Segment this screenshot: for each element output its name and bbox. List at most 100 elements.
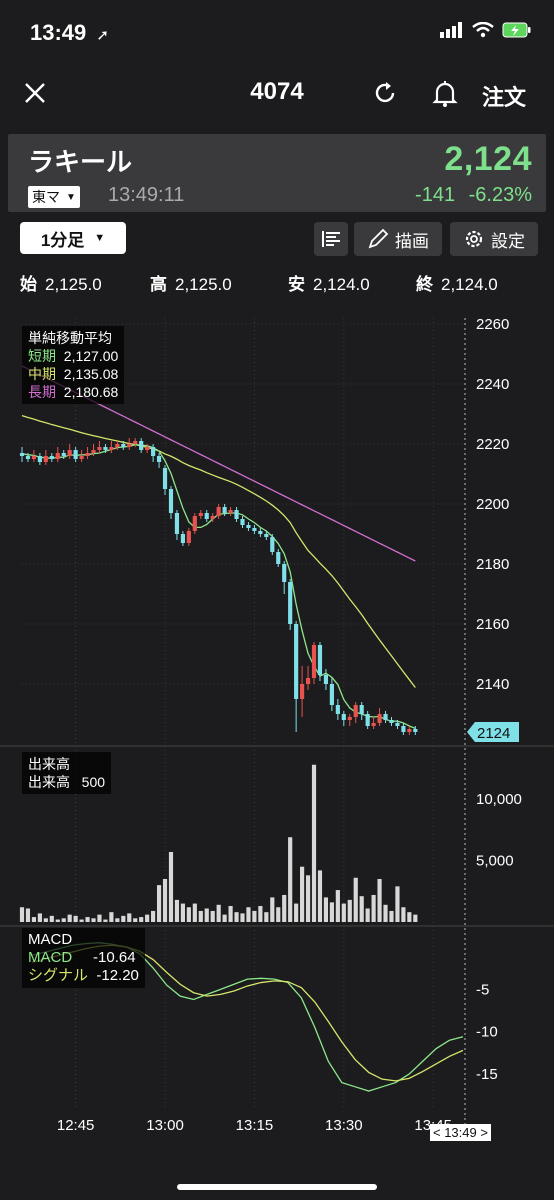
volume-bar <box>127 913 132 922</box>
timeframe-select[interactable]: 1分足 ▼ <box>20 222 126 254</box>
volume-bar <box>240 913 245 922</box>
x-tick-label: 12:45 <box>57 1117 95 1134</box>
candle-body <box>198 513 203 516</box>
volume-bar <box>210 910 215 922</box>
candle-body <box>329 684 334 705</box>
bell-icon[interactable] <box>432 80 458 108</box>
home-indicator[interactable] <box>177 1184 377 1190</box>
volume-bar <box>305 875 311 922</box>
volume-bar <box>186 907 191 922</box>
volume-bar <box>25 908 31 922</box>
volume-bar <box>151 910 156 922</box>
current-price: 2,124 <box>444 140 532 178</box>
volume-bar <box>133 918 138 922</box>
timeframe-label: 1分足 <box>40 230 85 250</box>
sma-long-row: 長期 2,180.68 <box>28 383 118 401</box>
candle-body <box>246 525 251 528</box>
candle-body <box>19 453 25 456</box>
volume-bar <box>395 886 400 922</box>
volume-bar <box>311 764 317 922</box>
candle-body <box>210 516 215 519</box>
volume-bar <box>55 919 60 922</box>
volume-bar <box>49 915 54 922</box>
candle-body <box>97 447 102 450</box>
volume-bar <box>353 877 358 922</box>
signal-value: -12.20 <box>96 967 139 984</box>
volume-label: 出来高 <box>28 774 70 790</box>
macd-y-tick: -10 <box>476 1024 498 1041</box>
volume-bar <box>103 919 108 922</box>
volume-bar <box>180 903 185 922</box>
candle-body <box>192 516 197 531</box>
current-price-tag <box>467 722 519 742</box>
macd-value: -10.64 <box>93 949 136 966</box>
sma-mid-value: 2,135.08 <box>63 366 119 382</box>
volume-bar <box>61 918 66 922</box>
stock-name: ラキール <box>28 147 133 177</box>
change-percent: -6.23% <box>468 184 532 206</box>
low-value: 2,124.0 <box>313 275 370 294</box>
x-tick-label: 13:15 <box>236 1117 274 1134</box>
candle-body <box>305 678 311 684</box>
low-label: 安 <box>288 275 305 294</box>
close-icon[interactable] <box>22 80 48 106</box>
battery-charging-icon <box>502 22 531 38</box>
volume-bar <box>389 910 394 922</box>
candle-body <box>61 453 66 456</box>
candle-body <box>395 723 400 726</box>
volume-bar <box>162 879 168 922</box>
candle-body <box>109 447 114 450</box>
volume-bar <box>198 910 203 922</box>
volume-bar <box>359 896 364 922</box>
volume-bar <box>252 910 257 922</box>
settings-button[interactable]: 設定 <box>450 222 538 256</box>
candle-body <box>347 717 352 720</box>
sma-mid-row: 中期 2,135.08 <box>28 365 118 383</box>
price-chart[interactable]: 12:4513:0013:1513:3013:45226022402220220… <box>0 318 554 1158</box>
close-label: 終 <box>416 275 433 294</box>
quote-time: 13:49:11 <box>108 184 185 206</box>
settings-label: 設定 <box>491 231 525 251</box>
volume-row: 出来高 500 <box>28 773 105 791</box>
volume-bar <box>115 918 120 922</box>
price-y-tick: 2140 <box>476 676 509 693</box>
candle-body <box>234 510 239 519</box>
market-select[interactable]: 東マ ▼ <box>28 186 80 208</box>
candle-body <box>323 675 329 684</box>
candle-body <box>288 582 293 624</box>
status-icons <box>440 22 532 38</box>
macd-label: MACD <box>28 949 73 966</box>
candle-body <box>252 528 257 531</box>
list-icon <box>322 231 340 247</box>
macd-y-tick: -5 <box>476 981 489 998</box>
volume-bar <box>264 912 269 922</box>
draw-button[interactable]: 描画 <box>354 222 442 256</box>
candle-body <box>264 534 269 537</box>
close-value: 2,124.0 <box>441 275 498 294</box>
volume-value: 500 <box>81 774 106 790</box>
volume-bar <box>282 894 287 922</box>
refresh-icon[interactable] <box>372 80 398 106</box>
market-label: 東マ <box>32 189 60 205</box>
volume-bar <box>156 885 162 922</box>
candle-body <box>276 552 281 564</box>
change-amount: -141 <box>415 184 456 206</box>
volume-bar <box>317 870 323 922</box>
order-button[interactable]: 注文 <box>482 85 527 110</box>
volume-y-tick: 10,000 <box>476 791 522 808</box>
volume-bar <box>300 866 305 922</box>
candle-body <box>407 729 412 732</box>
ohlc-high: 高 2,125.0 <box>150 270 232 295</box>
volume-bar <box>234 912 239 922</box>
volume-bar <box>168 851 174 922</box>
candle-body <box>91 450 96 453</box>
volume-bar <box>79 919 84 922</box>
indicator-list-button[interactable] <box>314 222 348 256</box>
volume-bar <box>222 914 227 922</box>
sma-mid-label: 中期 <box>28 366 56 382</box>
sma-long-value: 2,180.68 <box>63 384 119 400</box>
candle-body <box>204 513 209 519</box>
candle-body <box>168 489 174 513</box>
macd-row: MACD -10.64 <box>28 949 139 967</box>
high-label: 高 <box>150 275 167 294</box>
